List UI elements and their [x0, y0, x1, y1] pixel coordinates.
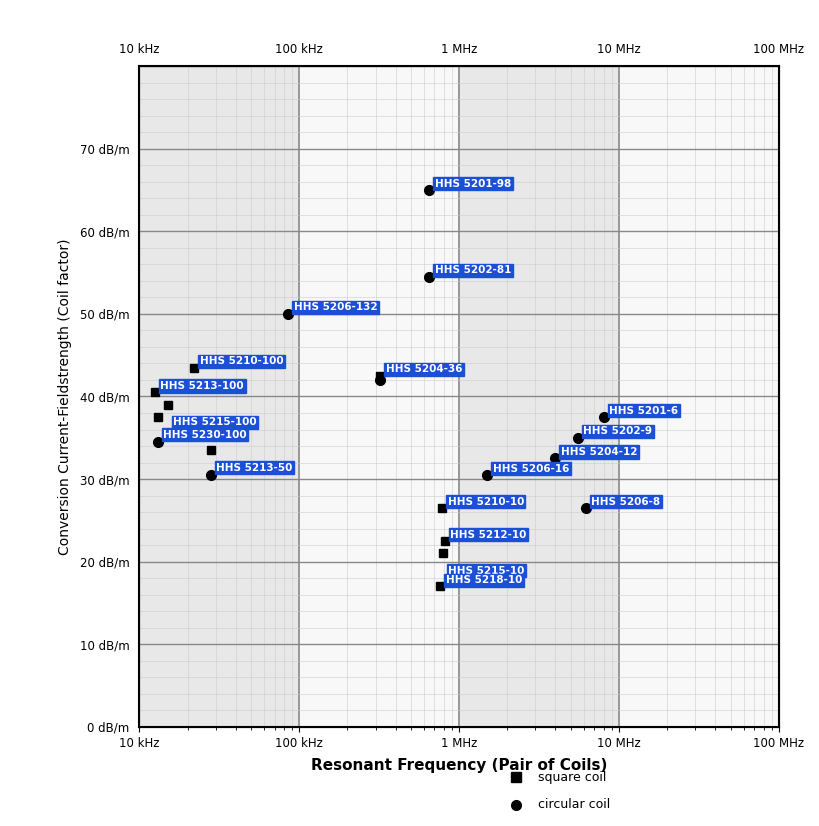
Text: HHS 5201-98: HHS 5201-98	[434, 178, 510, 188]
Text: HHS 5204-36: HHS 5204-36	[385, 364, 462, 374]
Text: HHS 5201-6: HHS 5201-6	[609, 406, 677, 415]
Text: HHS 5215-10: HHS 5215-10	[448, 566, 524, 576]
Text: HHS 5213-100: HHS 5213-100	[161, 381, 244, 391]
Bar	[299, 66, 459, 727]
Bar	[459, 66, 618, 727]
Bar	[139, 66, 299, 727]
Text: HHS 5206-8: HHS 5206-8	[590, 496, 660, 506]
Text: HHS 5210-10: HHS 5210-10	[447, 496, 523, 506]
Text: HHS 5230-100: HHS 5230-100	[163, 430, 247, 439]
Text: HHS 5206-16: HHS 5206-16	[492, 463, 568, 473]
Bar	[618, 66, 778, 727]
Text: HHS 5215-100: HHS 5215-100	[173, 417, 256, 427]
Text: HHS 5210-100: HHS 5210-100	[200, 356, 283, 366]
Text: HHS 5213-50: HHS 5213-50	[216, 463, 292, 472]
Text: HHS 5202-9: HHS 5202-9	[582, 426, 651, 436]
Y-axis label: Conversion Current-Fieldstrength (Coil factor): Conversion Current-Fieldstrength (Coil f…	[57, 238, 71, 555]
Text: HHS 5218-10: HHS 5218-10	[446, 575, 522, 585]
Text: HHS 5206-132: HHS 5206-132	[293, 302, 377, 312]
Text: HHS 5204-12: HHS 5204-12	[560, 447, 636, 457]
Text: square coil: square coil	[537, 771, 605, 784]
Text: HHS 5212-10: HHS 5212-10	[450, 529, 526, 539]
Text: circular coil: circular coil	[537, 798, 609, 811]
X-axis label: Resonant Frequency (Pair of Coils): Resonant Frequency (Pair of Coils)	[310, 758, 607, 773]
Text: HHS 5202-81: HHS 5202-81	[434, 265, 510, 275]
